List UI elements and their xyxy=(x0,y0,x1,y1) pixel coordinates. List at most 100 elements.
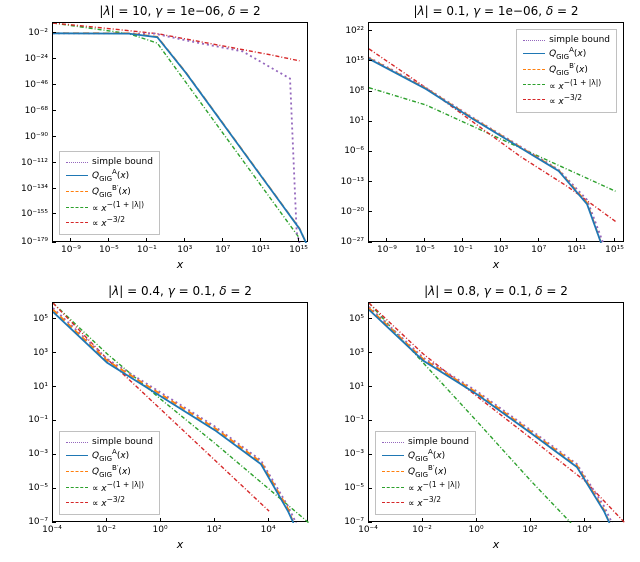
x-axis-label: x xyxy=(52,538,308,551)
legend-label: QGIGA(x) xyxy=(408,448,445,463)
legend-item: simple bound xyxy=(382,437,469,447)
y-tick-mark xyxy=(368,318,372,319)
x-tick-mark xyxy=(576,238,577,242)
x-tick-label: 10⁻⁹ xyxy=(377,245,397,255)
y-tick-label: 10⁻¹⁷⁹ xyxy=(2,237,48,247)
y-tick-label: 10⁵ xyxy=(2,314,48,324)
legend-label: simple bound xyxy=(549,35,610,45)
plot-title: |λ| = 0.1, γ = 1e−06, δ = 2 xyxy=(368,4,624,18)
plot-area: simple boundQGIGA(x)QGIGB′(x)∝ x−(1 + |λ… xyxy=(52,302,308,522)
y-tick-mark xyxy=(52,242,56,243)
plot-title: |λ| = 0.8, γ = 0.1, δ = 2 xyxy=(368,284,624,298)
y-tick-mark xyxy=(52,213,56,214)
legend-label: ∝ x−3/2 xyxy=(92,495,125,509)
legend-swatch xyxy=(66,471,88,472)
legend-label: QGIGB′(x) xyxy=(92,184,131,199)
plot-title: |λ| = 10, γ = 1e−06, δ = 2 xyxy=(52,4,308,18)
legend: simple boundQGIGA(x)QGIGB′(x)∝ x−(1 + |λ… xyxy=(59,431,160,515)
legend-swatch xyxy=(66,162,88,163)
y-tick-mark xyxy=(368,211,372,212)
y-tick-label: 10⁻⁷ xyxy=(318,517,364,527)
y-tick-label: 10⁻¹¹² xyxy=(2,158,48,168)
legend-label: QGIGB′(x) xyxy=(549,62,588,77)
x-tick-mark xyxy=(222,238,223,242)
y-tick-label: 10⁻⁶⁸ xyxy=(2,106,48,116)
y-tick-mark xyxy=(52,454,56,455)
y-tick-mark xyxy=(368,242,372,243)
y-tick-mark xyxy=(52,420,56,421)
y-tick-label: 10¹ xyxy=(318,382,364,392)
legend-swatch xyxy=(382,487,404,488)
y-tick-label: 10⁻¹³⁴ xyxy=(2,184,48,194)
legend-swatch xyxy=(382,442,404,443)
x-tick-mark xyxy=(298,238,299,242)
y-tick-label: 10⁻⁶ xyxy=(318,146,364,156)
legend-item: QGIGA(x) xyxy=(523,46,610,61)
y-tick-mark xyxy=(52,488,56,489)
legend-label: simple bound xyxy=(92,157,153,167)
legend-swatch xyxy=(523,53,545,54)
legend-swatch xyxy=(66,191,88,192)
y-tick-label: 10⁻⁵ xyxy=(318,483,364,493)
x-tick-mark xyxy=(422,518,423,522)
x-tick-label: 10⁻⁵ xyxy=(99,245,119,255)
legend: simple boundQGIGA(x)QGIGB′(x)∝ x−(1 + |λ… xyxy=(516,29,617,113)
chart-panel: |λ| = 0.1, γ = 1e−06, δ = 2simple boundQ… xyxy=(368,22,624,242)
legend-label: QGIGA(x) xyxy=(549,46,586,61)
x-tick-mark xyxy=(260,238,261,242)
y-tick-label: 10⁻²⁴ xyxy=(2,54,48,64)
x-tick-mark xyxy=(214,518,215,522)
x-tick-mark xyxy=(146,238,147,242)
legend-item: QGIGA(x) xyxy=(382,448,469,463)
legend-swatch xyxy=(382,455,404,456)
plot-area: simple boundQGIGA(x)QGIGB′(x)∝ x−(1 + |λ… xyxy=(52,22,308,242)
y-tick-mark xyxy=(52,162,56,163)
legend-swatch xyxy=(66,175,88,176)
x-tick-label: 10⁰ xyxy=(469,525,484,535)
legend-item: ∝ x−(1 + |λ|) xyxy=(523,78,610,92)
y-tick-label: 10⁻³ xyxy=(318,449,364,459)
y-tick-label: 10⁻⁴⁶ xyxy=(2,80,48,90)
legend-swatch xyxy=(66,207,88,208)
legend-label: simple bound xyxy=(408,437,469,447)
legend-item: QGIGA(x) xyxy=(66,448,153,463)
legend-item: simple bound xyxy=(523,35,610,45)
chart-panel: |λ| = 0.4, γ = 0.1, δ = 2simple boundQGI… xyxy=(52,302,308,522)
y-tick-mark xyxy=(52,84,56,85)
x-tick-mark xyxy=(184,238,185,242)
legend-swatch xyxy=(523,40,545,41)
legend-label: ∝ x−(1 + |λ|) xyxy=(92,200,144,214)
x-tick-mark xyxy=(530,518,531,522)
y-tick-label: 10⁸ xyxy=(318,86,364,96)
plot-title: |λ| = 0.4, γ = 0.1, δ = 2 xyxy=(52,284,308,298)
x-tick-label: 10⁴ xyxy=(261,525,276,535)
x-tick-label: 10⁻¹ xyxy=(453,245,473,255)
legend-label: ∝ x−3/2 xyxy=(92,215,125,229)
y-tick-mark xyxy=(52,386,56,387)
legend-item: ∝ x−3/2 xyxy=(66,495,153,509)
chart-panel: |λ| = 10, γ = 1e−06, δ = 2simple boundQG… xyxy=(52,22,308,242)
x-tick-mark xyxy=(500,238,501,242)
y-tick-mark xyxy=(52,522,56,523)
x-tick-label: 10⁴ xyxy=(577,525,592,535)
y-tick-label: 10⁻⁹⁰ xyxy=(2,132,48,142)
legend-swatch xyxy=(523,69,545,70)
x-tick-label: 10⁻² xyxy=(412,525,432,535)
x-tick-label: 10⁻⁵ xyxy=(415,245,435,255)
y-tick-label: 10⁵ xyxy=(318,314,364,324)
y-tick-mark xyxy=(52,318,56,319)
chart-panel: |λ| = 0.8, γ = 0.1, δ = 2simple boundQGI… xyxy=(368,302,624,522)
x-tick-label: 10⁷ xyxy=(531,245,546,255)
x-tick-mark xyxy=(614,238,615,242)
y-tick-label: 10¹ xyxy=(2,382,48,392)
x-tick-mark xyxy=(106,518,107,522)
x-tick-label: 10⁰ xyxy=(153,525,168,535)
x-tick-label: 10¹¹ xyxy=(251,245,270,255)
legend-swatch xyxy=(382,471,404,472)
legend-label: ∝ x−(1 + |λ|) xyxy=(92,480,144,494)
y-tick-label: 10³ xyxy=(2,348,48,358)
y-tick-label: 10⁻⁵ xyxy=(2,483,48,493)
legend-item: ∝ x−3/2 xyxy=(523,93,610,107)
y-tick-label: 10⁻¹ xyxy=(318,415,364,425)
x-tick-mark xyxy=(108,238,109,242)
